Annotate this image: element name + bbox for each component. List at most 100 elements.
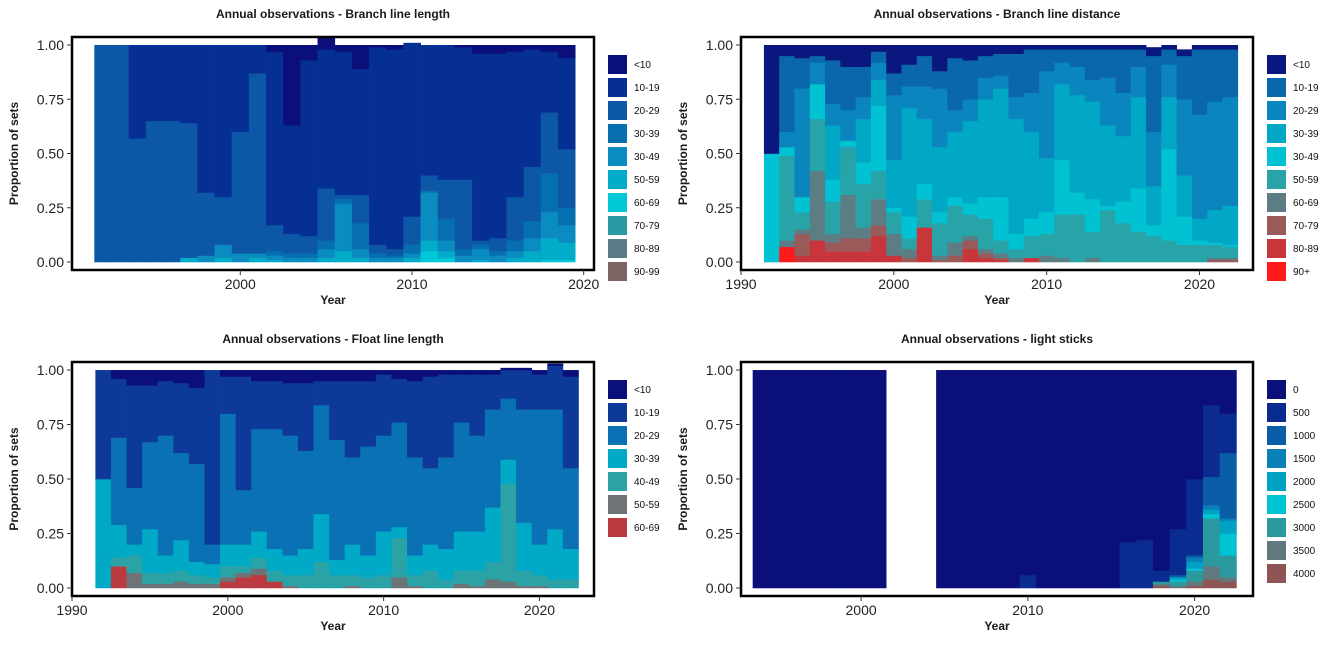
x-tick-label: 1990 bbox=[56, 602, 87, 618]
bar-segment bbox=[547, 365, 564, 410]
bar-segment bbox=[540, 51, 559, 113]
bar-segment bbox=[251, 557, 268, 569]
bar-segment bbox=[779, 55, 795, 133]
bar-segment bbox=[1039, 49, 1055, 72]
bar-segment bbox=[251, 531, 268, 558]
bar-segment bbox=[484, 507, 501, 563]
legend-label: 60-69 bbox=[634, 198, 660, 209]
bar-segment bbox=[809, 240, 826, 263]
bar-segment bbox=[1191, 218, 1208, 241]
legend-swatch bbox=[608, 78, 627, 97]
bar-segment bbox=[1130, 231, 1147, 263]
bar-segment bbox=[126, 555, 143, 574]
bar-segment bbox=[214, 257, 233, 263]
bar-segment bbox=[283, 253, 301, 258]
legend-label: 70-79 bbox=[1293, 221, 1319, 232]
bar-segment bbox=[1100, 45, 1116, 50]
bar-segment bbox=[763, 45, 780, 154]
bar-segment bbox=[1202, 513, 1221, 519]
bar-segment bbox=[1023, 235, 1040, 258]
bar-segment bbox=[809, 45, 826, 57]
bar-segment bbox=[932, 45, 948, 72]
bar-segment bbox=[197, 45, 215, 193]
legend-swatch bbox=[1267, 262, 1286, 281]
bar-segment bbox=[469, 585, 486, 589]
bar-segment bbox=[126, 544, 143, 556]
bar-segment bbox=[163, 45, 181, 122]
bar-segment bbox=[916, 118, 933, 185]
y-tick-label: 0.00 bbox=[37, 580, 64, 596]
bar-segment bbox=[1191, 240, 1208, 245]
bar-segment bbox=[506, 45, 524, 52]
bar-segment bbox=[437, 240, 456, 252]
bar-segment bbox=[173, 540, 190, 571]
bar-segment bbox=[420, 251, 439, 263]
bar-segment bbox=[1100, 205, 1116, 211]
bar-segment bbox=[438, 457, 455, 550]
bar-segment bbox=[516, 522, 533, 571]
bar-segment bbox=[916, 86, 933, 120]
bar-segment bbox=[993, 253, 1009, 258]
bar-segment bbox=[1202, 518, 1221, 567]
bar-segment bbox=[369, 253, 387, 258]
bar-segment bbox=[855, 97, 872, 120]
bar-segment bbox=[1191, 45, 1208, 50]
bar-segment bbox=[453, 531, 470, 571]
bar-segment bbox=[962, 203, 979, 215]
bar-segment bbox=[422, 370, 439, 377]
bar-segment bbox=[235, 566, 252, 574]
legend-label: <10 bbox=[1293, 60, 1310, 71]
bar-segment bbox=[173, 570, 190, 582]
bar-segment bbox=[1054, 62, 1070, 85]
bar-segment bbox=[1176, 175, 1193, 217]
bar-segment bbox=[266, 45, 284, 52]
bar-segment bbox=[562, 579, 579, 589]
bar-segment bbox=[1100, 125, 1116, 206]
y-tick-label: 0.25 bbox=[37, 200, 64, 216]
bar-segment bbox=[947, 110, 964, 133]
bar-segment bbox=[557, 225, 576, 243]
bar-segment bbox=[180, 123, 198, 258]
bar-segment bbox=[870, 105, 887, 172]
bar-segment bbox=[802, 370, 820, 589]
bar-segment bbox=[1084, 49, 1101, 81]
bar-segment bbox=[391, 370, 408, 380]
bar-segment bbox=[407, 370, 423, 382]
x-tick-label: 2020 bbox=[524, 602, 555, 618]
bar-segment bbox=[1219, 533, 1237, 556]
bar-segment bbox=[369, 47, 387, 245]
bar-segment bbox=[386, 45, 404, 50]
bar-segment bbox=[947, 196, 964, 206]
bar-segment bbox=[916, 55, 933, 87]
bar-segment bbox=[870, 45, 887, 52]
bar-segment bbox=[547, 409, 564, 530]
bar-segment bbox=[1130, 66, 1147, 98]
bar-segment bbox=[901, 64, 918, 87]
bar-segment bbox=[1054, 45, 1070, 50]
bar-segment bbox=[248, 253, 267, 258]
legend-label: 90+ bbox=[1293, 267, 1310, 278]
bar-segment bbox=[351, 194, 370, 224]
bar-segment bbox=[1186, 557, 1204, 563]
bar-segment bbox=[266, 570, 283, 582]
bar-segment bbox=[453, 570, 470, 584]
bar-segment bbox=[489, 53, 507, 239]
legend-label: 20-29 bbox=[634, 106, 660, 117]
bar-segment bbox=[420, 175, 439, 191]
bar-segment bbox=[855, 227, 872, 239]
bar-segment bbox=[360, 446, 377, 556]
bar-segment bbox=[932, 71, 948, 89]
legend-label: 70-79 bbox=[634, 221, 660, 232]
bar-segment bbox=[266, 255, 284, 261]
bar-segment bbox=[386, 257, 404, 263]
y-tick-label: 1.00 bbox=[37, 362, 64, 378]
x-tick-label: 2000 bbox=[878, 276, 909, 292]
bar-segment bbox=[886, 233, 902, 256]
y-tick-label: 0.50 bbox=[706, 146, 733, 162]
bar-segment bbox=[180, 257, 198, 263]
bar-segment bbox=[1100, 49, 1116, 78]
bar-segment bbox=[1023, 45, 1040, 50]
bar-segment bbox=[420, 45, 439, 176]
bar-segment bbox=[1039, 255, 1055, 263]
bar-segment bbox=[516, 570, 533, 587]
